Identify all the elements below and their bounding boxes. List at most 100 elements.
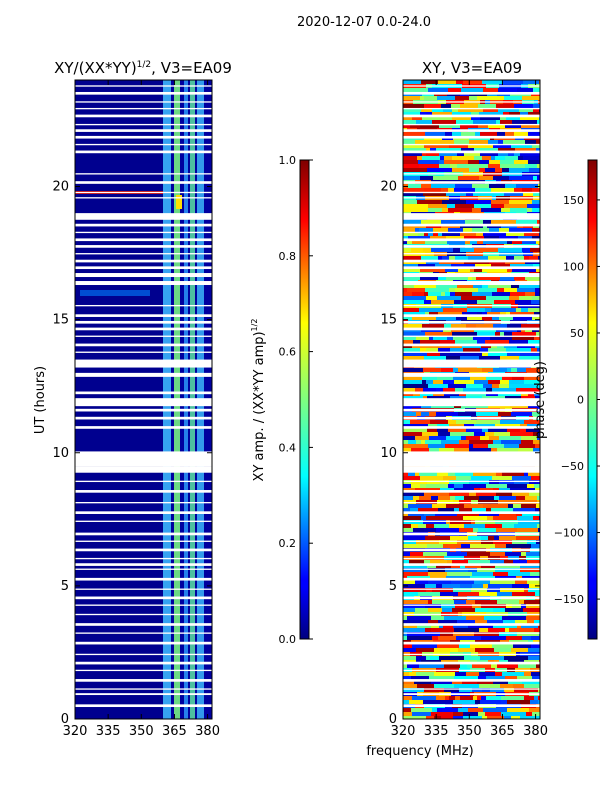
phase-cell	[532, 296, 540, 300]
phase-cell	[449, 288, 455, 292]
phase-cell	[455, 340, 477, 344]
phase-cell	[429, 312, 438, 316]
phase-cell	[516, 184, 538, 188]
phase-cell	[488, 284, 511, 288]
phase-cell	[499, 436, 521, 440]
phase-cell	[453, 632, 474, 636]
phase-cell	[403, 564, 427, 568]
phase-cell	[403, 316, 412, 320]
phase-cell	[461, 436, 466, 440]
phase-flagged-row	[403, 245, 540, 248]
phase-cell	[472, 228, 489, 232]
phase-cell	[483, 384, 492, 388]
phase-flagged-row	[403, 502, 540, 504]
phase-cell	[521, 552, 526, 556]
phase-cell	[520, 116, 539, 120]
phase-cell	[416, 656, 426, 660]
phase-cell	[504, 204, 527, 208]
phase-cell	[450, 520, 471, 524]
phase-cell	[466, 200, 491, 204]
phase-cell	[486, 296, 509, 300]
phase-cell	[495, 520, 518, 524]
phase-cell	[463, 516, 477, 520]
phase-cell	[500, 356, 519, 360]
phase-cell	[530, 700, 538, 704]
phase-cell	[454, 600, 466, 604]
phase-flagged-row	[403, 679, 540, 682]
phase-cell	[452, 608, 475, 612]
phase-cell	[491, 264, 510, 268]
phase-cell	[436, 696, 445, 700]
phase-cell	[456, 476, 471, 480]
phase-cell	[424, 300, 431, 304]
phase-cell	[490, 560, 504, 564]
phase-cell	[502, 472, 524, 476]
phase-cell	[403, 588, 426, 592]
phase-cell	[520, 352, 540, 356]
phase-cell	[490, 512, 499, 516]
phase-cell	[489, 184, 505, 188]
phase-cell	[424, 144, 449, 148]
phase-cell	[497, 664, 518, 668]
phase-cell	[468, 144, 493, 148]
phase-cell	[431, 300, 444, 304]
phase-cell	[488, 348, 506, 352]
phase-cell	[403, 512, 408, 516]
phase-cell	[507, 268, 512, 272]
phase-cell	[403, 388, 415, 392]
phase-cell	[539, 108, 540, 112]
phase-cell	[436, 412, 458, 416]
phase-cell	[460, 124, 478, 128]
phase-cell	[534, 628, 540, 632]
phase-cell	[452, 116, 471, 120]
phase-cell	[422, 116, 432, 120]
phase-flagged-row	[403, 223, 540, 227]
phase-cell	[475, 620, 487, 624]
phase-cell	[482, 80, 502, 84]
phase-cell	[536, 664, 540, 668]
phase-cell	[450, 292, 455, 296]
amp-ytick-label: 5	[61, 579, 69, 594]
phase-cell	[478, 500, 498, 504]
phase-cell	[492, 384, 499, 388]
phase-cell	[527, 204, 540, 208]
phase-cell	[486, 508, 491, 512]
phase-cell	[454, 300, 477, 304]
phase-cell	[431, 624, 439, 628]
amp-flagged-row	[75, 416, 212, 420]
phase-cell	[512, 268, 536, 272]
phase-cell	[487, 620, 503, 624]
phase-cell	[403, 296, 417, 300]
phase-cell	[510, 432, 533, 436]
phase-cell	[426, 112, 432, 116]
phase-cell	[446, 356, 460, 360]
phase-cell	[520, 428, 526, 432]
phase-cell	[511, 368, 517, 372]
phase-cell	[416, 336, 429, 340]
phase-cell	[413, 340, 420, 344]
phase-cell	[433, 336, 447, 340]
phase-cell	[517, 632, 539, 636]
phase-cell	[507, 324, 521, 328]
phase-cell	[403, 712, 412, 716]
phase-cell	[477, 568, 495, 572]
phase-cell	[426, 716, 434, 719]
phase-cell	[411, 676, 429, 680]
phase-cell	[494, 496, 499, 500]
phase-cell	[428, 88, 448, 92]
phase-cell	[464, 236, 484, 240]
amp-flagged-row	[75, 143, 212, 146]
phase-cell	[473, 696, 477, 700]
phase-cell	[439, 540, 457, 544]
colorbar-tick-label: 0.8	[279, 250, 297, 263]
phase-cell	[412, 116, 422, 120]
amp-flagged-row	[75, 688, 212, 690]
amp-flagged-row	[75, 335, 212, 337]
amp-ytick-label: 20	[52, 180, 69, 195]
phase-cell	[466, 436, 480, 440]
phase-cell	[411, 484, 420, 488]
phase-flagged-row	[403, 372, 540, 377]
phase-cell	[468, 568, 477, 572]
phase-cell	[455, 696, 460, 700]
phase-cell	[442, 708, 458, 712]
